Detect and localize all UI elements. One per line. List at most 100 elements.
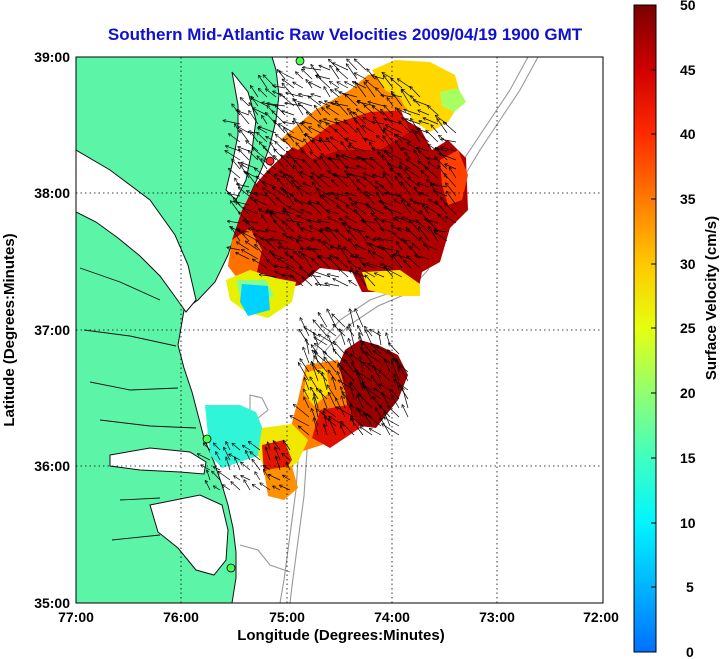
velocity-arrow — [382, 424, 400, 436]
velocity-arrow — [275, 266, 286, 269]
velocity-arrow — [368, 102, 385, 107]
velocity-arrow — [363, 221, 376, 233]
y-tick-label: 35:00 — [34, 595, 70, 611]
velocity-arrow — [337, 82, 349, 89]
velocity-arrow — [241, 462, 251, 471]
velocity-arrow — [262, 116, 268, 125]
velocity-arrow — [264, 470, 271, 481]
velocity-arrow — [397, 251, 403, 260]
velocity-arrow — [241, 476, 251, 481]
velocity-arrow — [405, 153, 412, 161]
velocity-arrow — [339, 269, 349, 278]
velocity-arrow — [373, 252, 385, 260]
velocity-arrow — [332, 377, 337, 391]
velocity-arrow — [363, 126, 376, 134]
velocity-arrow — [296, 143, 304, 152]
velocity-arrow — [279, 242, 286, 251]
velocity-arrow — [226, 146, 241, 152]
velocity-arrow — [260, 275, 277, 278]
velocity-arrow — [333, 63, 349, 71]
velocity-arrow — [324, 409, 337, 418]
velocity-arrow — [323, 195, 340, 206]
velocity-arrow — [367, 263, 385, 269]
velocity-arrow — [319, 240, 331, 251]
y-axis: 39:00 38:00 37:00 36:00 35:00 — [34, 49, 70, 611]
velocity-arrow — [235, 457, 241, 471]
velocity-arrow — [214, 486, 221, 491]
velocity-arrow — [271, 239, 286, 242]
station-marker — [295, 57, 305, 66]
velocity-arrow — [319, 102, 331, 107]
velocity-arrow — [310, 152, 322, 161]
velocity-arrow — [319, 141, 331, 143]
velocity-arrow — [392, 396, 400, 409]
velocity-arrow — [392, 226, 403, 233]
velocity-arrow — [426, 207, 439, 215]
velocity-arrow — [437, 119, 448, 134]
velocity-arrow — [355, 73, 367, 80]
velocity-arrow — [253, 108, 268, 116]
station-marker — [202, 434, 212, 444]
velocity-arrow — [290, 416, 310, 427]
velocity-arrow — [391, 92, 403, 107]
velocity-arrow — [382, 247, 394, 260]
velocity-arrow — [310, 82, 322, 89]
velocity-arrow — [437, 149, 448, 151]
velocity-arrow — [344, 120, 358, 134]
velocity-arrow — [363, 362, 373, 373]
velocity-arrow — [207, 470, 211, 481]
velocity-arrow — [237, 184, 250, 188]
y-tick-label: 38:00 — [34, 185, 70, 201]
velocity-arrow — [327, 107, 340, 116]
velocity-arrow — [314, 397, 319, 418]
velocity-arrow — [376, 187, 385, 197]
colorbar-ticks — [651, 4, 656, 653]
velocity-arrow — [312, 350, 328, 364]
velocity-arrow — [367, 195, 376, 206]
velocity-arrow — [354, 118, 367, 134]
velocity-arrow — [365, 330, 373, 346]
velocity-arrow — [309, 127, 322, 134]
y-axis-label: Latitude (Degrees:Minutes) — [1, 233, 18, 426]
velocity-arrow — [384, 128, 394, 134]
velocity-arrow — [444, 174, 457, 188]
velocity-arrow — [282, 83, 295, 98]
velocity-arrow — [435, 157, 448, 170]
velocity-arrow — [399, 166, 412, 179]
x-tick-label: 77:00 — [58, 609, 94, 625]
velocity-arrow — [402, 388, 409, 409]
velocity-arrow — [283, 475, 291, 481]
velocity-arrow — [392, 255, 403, 269]
velocity-arrow — [311, 362, 319, 382]
velocity-arrow — [229, 169, 241, 179]
velocity-arrow — [314, 160, 322, 170]
velocity-arrow — [228, 221, 241, 224]
velocity-arrow — [332, 180, 340, 188]
velocity-arrow — [434, 190, 448, 197]
velocity-arrow — [401, 182, 412, 197]
velocity-arrow — [405, 168, 421, 179]
velocity-arrow — [341, 142, 349, 152]
velocity-arrow — [355, 202, 367, 206]
velocity-arrow — [268, 475, 281, 481]
velocity-arrow — [255, 200, 268, 206]
velocity-arrow — [347, 59, 358, 71]
velocity-arrow — [396, 135, 412, 143]
velocity-arrow — [260, 483, 271, 491]
velocity-arrow — [335, 197, 349, 206]
velocity-arrow — [322, 108, 331, 116]
velocity-arrow — [355, 309, 364, 328]
station-marker — [265, 156, 275, 166]
velocity-arrow — [354, 112, 367, 125]
velocity-arrow — [287, 157, 304, 161]
velocity-arrow — [366, 80, 376, 89]
velocity-arrow — [311, 94, 322, 98]
velocity-arrow — [359, 394, 373, 409]
velocity-arrow — [361, 158, 376, 170]
colorbar-tick-label: 10 — [680, 515, 696, 531]
velocity-arrow — [426, 130, 439, 143]
velocity-arrow — [284, 208, 295, 224]
velocity-arrow — [384, 105, 394, 116]
velocity-arrow — [358, 268, 376, 278]
